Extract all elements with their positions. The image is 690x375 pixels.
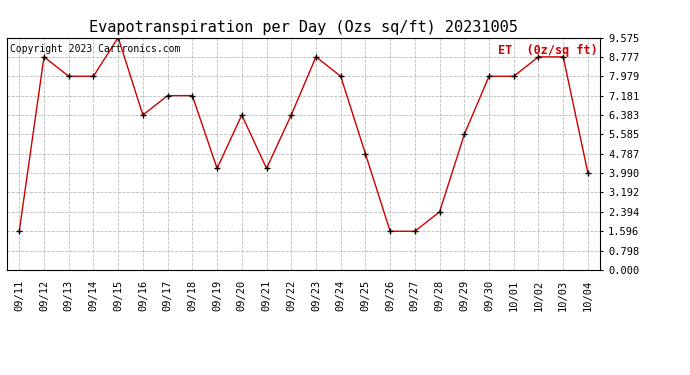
Text: Copyright 2023 Cartronics.com: Copyright 2023 Cartronics.com xyxy=(10,45,180,54)
Text: ET  (0z/sq ft): ET (0z/sq ft) xyxy=(497,45,598,57)
Title: Evapotranspiration per Day (Ozs sq/ft) 20231005: Evapotranspiration per Day (Ozs sq/ft) 2… xyxy=(89,20,518,35)
